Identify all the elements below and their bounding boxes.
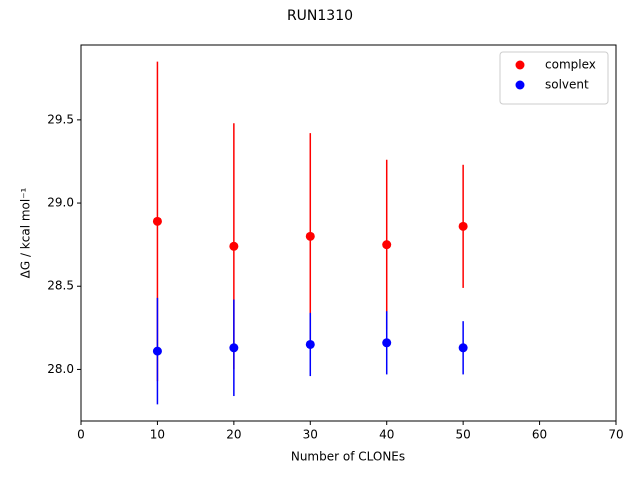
point xyxy=(382,338,392,348)
point xyxy=(305,231,315,241)
legend-box xyxy=(499,51,609,105)
x-tick-label: 30 xyxy=(303,428,318,442)
point xyxy=(152,346,162,356)
legend-label: solvent xyxy=(545,78,589,92)
y-tick-label: 28.0 xyxy=(47,362,74,376)
x-tick-label: 10 xyxy=(150,428,165,442)
x-tick-label: 60 xyxy=(532,428,547,442)
x-tick-label: 20 xyxy=(226,428,241,442)
legend-marker xyxy=(515,60,525,70)
legend-label: complex xyxy=(545,58,596,72)
x-tick-label: 0 xyxy=(77,428,85,442)
point xyxy=(305,339,315,349)
x-tick-label: 40 xyxy=(379,428,394,442)
plot-frame xyxy=(80,44,617,422)
x-tick-label: 70 xyxy=(608,428,623,442)
y-tick-label: 29.0 xyxy=(47,196,74,210)
x-axis-label: Number of CLONEs xyxy=(291,450,405,464)
y-tick-label: 29.5 xyxy=(47,112,74,126)
point xyxy=(382,240,392,250)
point xyxy=(458,221,468,231)
y-axis-label: ΔG / kcal mol⁻¹ xyxy=(19,187,33,278)
chart-title: RUN1310 xyxy=(287,8,353,24)
y-tick-label: 28.5 xyxy=(47,279,74,293)
legend-marker xyxy=(515,80,525,90)
x-tick-label: 50 xyxy=(456,428,471,442)
point xyxy=(152,216,162,226)
point xyxy=(229,343,239,353)
point xyxy=(229,241,239,251)
point xyxy=(458,343,468,353)
